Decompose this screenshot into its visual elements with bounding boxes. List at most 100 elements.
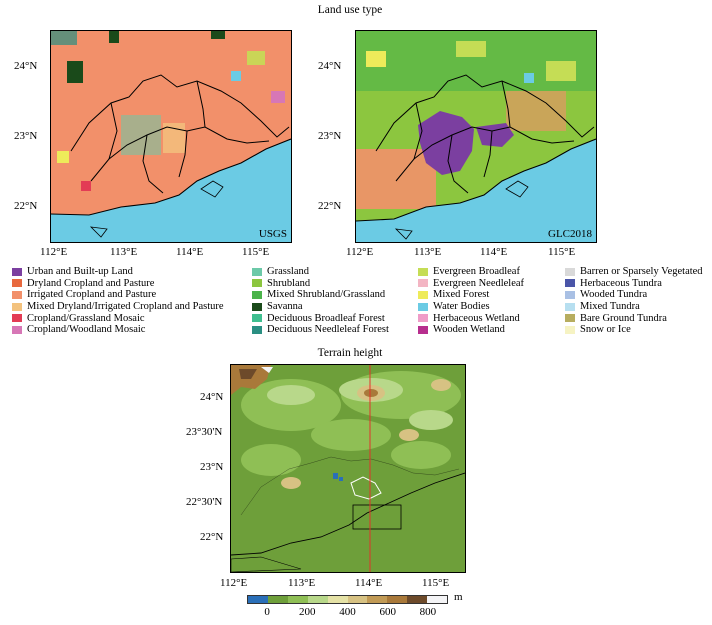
legend-item: Savanna [252, 301, 389, 313]
colorbar-tick-label: 0 [264, 606, 270, 618]
legend-swatch [252, 314, 262, 323]
legend-label: Snow or Ice [580, 324, 631, 336]
legend-label: Mixed Forest [433, 289, 490, 301]
legend-swatch [418, 267, 428, 276]
legend-label: Evergreen Broadleaf [433, 266, 520, 278]
legend-swatch [418, 290, 428, 299]
legend-label: Irrigated Cropland and Pasture [27, 289, 157, 301]
usgs-lon-tick-114e: 114°E [176, 246, 204, 258]
legend-swatch [12, 314, 22, 323]
legend-label: Mixed Shrubland/Grassland [267, 289, 386, 301]
legend-label: Barren or Sparsely Vegetated [580, 266, 703, 278]
legend-label: Deciduous Needleleaf Forest [267, 324, 389, 336]
legend-label: Cropland/Woodland Mosaic [27, 324, 146, 336]
glc-lat-tick-24n: 24°N [318, 60, 342, 72]
usgs-panel-label: USGS [258, 228, 287, 240]
legend-swatch [12, 267, 22, 276]
legend-column-1: Urban and Built-up Land Dryland Cropland … [12, 266, 224, 336]
legend-item: Mixed Forest [418, 289, 524, 301]
colorbar-segment [307, 596, 328, 603]
legend-item: Mixed Dryland/Irrigated Cropland and Pas… [12, 301, 224, 313]
colorbar-segment [287, 596, 308, 603]
colorbar-segment [427, 596, 448, 603]
legend-item: Mixed Shrubland/Grassland [252, 289, 389, 301]
glc-lat-tick-23n: 23°N [318, 130, 342, 142]
legend-swatch [565, 314, 575, 323]
legend-swatch [565, 325, 575, 334]
legend-item: Urban and Built-up Land [12, 266, 224, 278]
legend-label: Wooden Wetland [433, 324, 505, 336]
legend-swatch [252, 325, 262, 334]
terrain-lat-tick-22n: 22°N [200, 531, 224, 543]
usgs-lon-tick-113e: 113°E [110, 246, 138, 258]
legend-swatch [252, 302, 262, 311]
legend-label: Evergreen Needleleaf [433, 277, 525, 289]
usgs-lon-tick-112e: 112°E [40, 246, 68, 258]
legend-swatch [418, 302, 428, 311]
usgs-lon-tick-115e: 115°E [242, 246, 270, 258]
legend-item: Deciduous Needleleaf Forest [252, 324, 389, 336]
terrain-lat-tick-23-30n: 23°30'N [186, 426, 223, 438]
legend-label: Water Bodies [433, 301, 490, 313]
legend-item: Dryland Cropland and Pasture [12, 278, 224, 290]
legend-swatch [565, 290, 575, 299]
legend-swatch [418, 314, 428, 323]
glc2018-panel-label: GLC2018 [548, 228, 592, 240]
colorbar-segment [327, 596, 348, 603]
usgs-lat-tick-23n: 23°N [14, 130, 38, 142]
legend-swatch [565, 302, 575, 311]
usgs-lat-tick-24n: 24°N [14, 60, 38, 72]
usgs-lat-tick-22n: 22°N [14, 200, 38, 212]
land-use-title: Land use type [317, 4, 383, 16]
legend-label: Urban and Built-up Land [27, 266, 133, 278]
legend-swatch [12, 325, 22, 334]
legend-swatch [418, 279, 428, 288]
terrain-lat-tick-24n: 24°N [200, 391, 224, 403]
legend-item: Mixed Tundra [565, 301, 703, 313]
legend-label: Mixed Tundra [580, 301, 640, 313]
legend-label: Mixed Dryland/Irrigated Cropland and Pas… [27, 301, 224, 313]
legend-item: Grassland [252, 266, 389, 278]
glc-lon-tick-115e: 115°E [548, 246, 576, 258]
legend-item: Evergreen Needleleaf [418, 278, 524, 290]
terrain-lat-tick-23n: 23°N [200, 461, 224, 473]
colorbar-segment [407, 596, 428, 603]
legend-column-2: Grassland Shrubland Mixed Shrubland/Grassl… [252, 266, 389, 336]
colorbar-tick-label: 400 [339, 606, 356, 618]
glc2018-land-use-map: GLC2018 [355, 30, 597, 243]
glc-lat-tick-22n: 22°N [318, 200, 342, 212]
terrain-lon-tick-113e: 113°E [288, 577, 316, 589]
legend-item: Herbaceous Wetland [418, 312, 524, 324]
colorbar-tick-label: 200 [299, 606, 316, 618]
legend-label: Shrubland [267, 277, 311, 289]
colorbar-tick-label: 600 [379, 606, 396, 618]
legend-label: Cropland/Grassland Mosaic [27, 312, 145, 324]
legend-label: Bare Ground Tundra [580, 312, 667, 324]
colorbar-tick-label: 800 [419, 606, 437, 618]
legend-swatch [418, 325, 428, 334]
legend-item: Evergreen Broadleaf [418, 266, 524, 278]
terrain-lat-tick-22-30n: 22°30'N [186, 496, 223, 508]
legend-swatch [252, 267, 262, 276]
terrain-height-map [230, 364, 466, 573]
legend-item: Water Bodies [418, 301, 524, 313]
legend-swatch [12, 302, 22, 311]
legend-swatch [12, 290, 22, 299]
legend-label: Deciduous Broadleaf Forest [267, 312, 385, 324]
terrain-colorbar [247, 595, 448, 604]
legend-item: Cropland/Grassland Mosaic [12, 312, 224, 324]
legend-column-4: Barren or Sparsely Vegetated Herbaceous T… [565, 266, 703, 336]
legend-item: Deciduous Broadleaf Forest [252, 312, 389, 324]
legend-label: Grassland [267, 266, 309, 278]
legend-item: Snow or Ice [565, 324, 703, 336]
colorbar-segment [347, 596, 368, 603]
legend-swatch [252, 290, 262, 299]
legend-swatch [12, 279, 22, 288]
colorbar-segment [248, 596, 268, 603]
usgs-land-use-map: USGS [50, 30, 292, 243]
legend-item: Bare Ground Tundra [565, 312, 703, 324]
legend-item: Shrubland [252, 278, 389, 290]
glc-lon-tick-112e: 112°E [346, 246, 374, 258]
legend-item: Barren or Sparsely Vegetated [565, 266, 703, 278]
legend-label: Savanna [267, 301, 303, 313]
